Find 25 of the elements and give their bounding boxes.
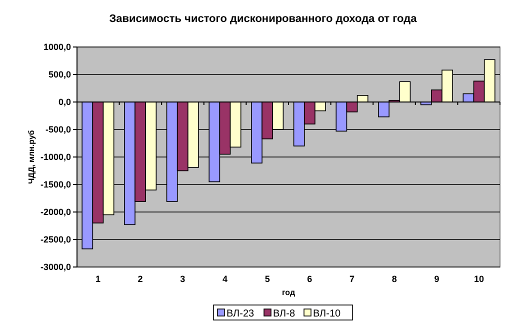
x-tick-label: 3 (180, 274, 186, 284)
x-axis-title: год (282, 288, 296, 297)
legend-label: ВЛ-8 (273, 308, 296, 320)
y-tick-label: 500,0 (48, 70, 71, 80)
x-tick-label: 1 (95, 274, 100, 284)
y-tick-label: -1500,0 (40, 180, 71, 190)
x-tick-label: 4 (222, 274, 228, 284)
y-tick-label: 0,0 (58, 97, 71, 108)
y-tick-label: -2000,0 (40, 207, 71, 218)
x-tick-label: 8 (392, 274, 397, 284)
legend-label: ВЛ-10 (313, 308, 342, 320)
y-tick-label: -1000,0 (40, 152, 71, 162)
x-tick-label: 2 (138, 274, 143, 284)
y-tick-label: -500,0 (45, 124, 71, 135)
x-tick-label: 7 (350, 274, 355, 284)
legend-label: ВЛ-23 (226, 308, 255, 320)
y-axis-title: ЧДД, млн.руб (27, 130, 36, 184)
y-tick-label: -2500,0 (40, 234, 71, 245)
x-tick-label: 5 (264, 274, 270, 284)
x-tick-label: 9 (434, 274, 440, 284)
y-tick-label: -3000,0 (40, 262, 71, 272)
chart-title: Зависимость чистого дисконированного дохода от года (109, 13, 418, 25)
y-tick-label: 1000,0 (43, 42, 71, 52)
x-tick-label: 10 (474, 274, 484, 284)
x-tick-label: 6 (307, 274, 312, 284)
